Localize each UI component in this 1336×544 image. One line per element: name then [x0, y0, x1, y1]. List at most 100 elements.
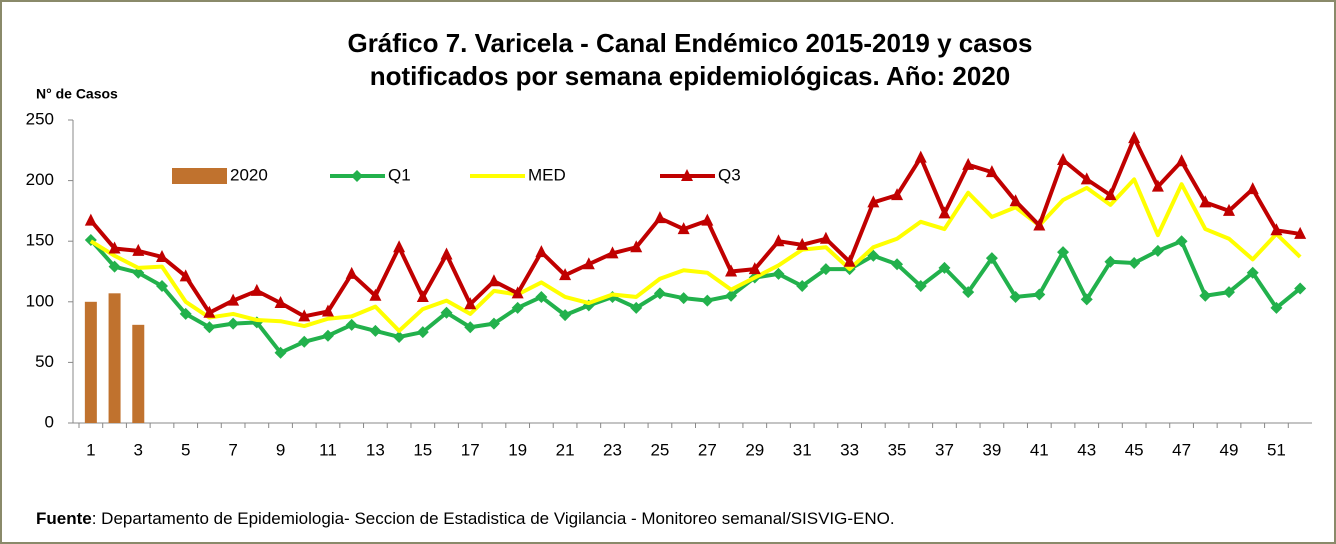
source-label: Fuente [36, 509, 92, 528]
marker [345, 266, 358, 279]
marker [653, 287, 666, 300]
x-tick-label: 15 [413, 440, 432, 459]
marker [843, 254, 856, 267]
marker [819, 231, 832, 244]
marker [1009, 194, 1022, 207]
marker [725, 289, 738, 302]
x-tick-label: 1 [86, 440, 95, 459]
marker [108, 241, 121, 254]
marker [630, 240, 643, 253]
legend-label: MED [528, 165, 566, 184]
bar [108, 293, 121, 423]
x-tick-label: 41 [1030, 440, 1049, 459]
marker [1128, 257, 1141, 270]
x-tick-label: 47 [1172, 440, 1191, 459]
legend-label: Q1 [388, 165, 411, 184]
x-tick-label: 29 [745, 440, 764, 459]
x-tick-label: 37 [935, 440, 954, 459]
y-tick-label: 0 [45, 412, 54, 431]
marker [1080, 172, 1093, 185]
marker [559, 309, 572, 322]
marker [681, 169, 693, 181]
x-tick-label: 27 [698, 440, 717, 459]
marker [559, 268, 572, 281]
bar [84, 301, 97, 423]
marker [351, 170, 363, 182]
marker [464, 297, 477, 310]
marker [701, 294, 714, 307]
marker [1104, 188, 1117, 201]
marker [938, 206, 951, 219]
marker [321, 329, 334, 342]
marker [891, 188, 904, 201]
x-tick-label: 9 [276, 440, 285, 459]
marker [1199, 195, 1212, 208]
marker [250, 283, 263, 296]
x-tick-label: 49 [1220, 440, 1239, 459]
x-tick-label: 3 [134, 440, 143, 459]
marker [274, 296, 287, 309]
bar [132, 324, 145, 423]
marker [1223, 203, 1236, 216]
marker [487, 317, 500, 330]
marker [298, 335, 311, 348]
marker [962, 286, 975, 299]
marker [1057, 152, 1070, 165]
legend-label: 2020 [230, 165, 268, 184]
marker [606, 246, 619, 259]
y-tick-label: 100 [26, 291, 54, 310]
marker [179, 307, 192, 320]
x-tick-label: 35 [888, 440, 907, 459]
x-tick-label: 45 [1125, 440, 1144, 459]
marker [416, 326, 429, 339]
marker [630, 301, 643, 314]
y-tick-label: 250 [26, 109, 54, 128]
marker [464, 321, 477, 334]
x-tick-label: 51 [1267, 440, 1286, 459]
y-tick-label: 50 [35, 352, 54, 371]
marker [677, 222, 690, 235]
y-tick-label: 150 [26, 231, 54, 250]
legend-label: Q3 [718, 165, 741, 184]
marker [155, 249, 168, 262]
marker [1294, 282, 1307, 295]
marker [772, 267, 785, 280]
marker [416, 289, 429, 302]
marker [748, 262, 761, 275]
source-text: : Departamento de Epidemiologia- Seccion… [92, 509, 895, 528]
marker [108, 260, 121, 273]
x-tick-label: 19 [508, 440, 527, 459]
marker [677, 292, 690, 305]
x-tick-label: 11 [319, 440, 337, 459]
chart-title: Gráfico 7. Varicela - Canal Endémico 201… [347, 28, 1032, 58]
marker [1151, 244, 1164, 257]
x-tick-label: 39 [982, 440, 1001, 459]
marker [84, 213, 97, 226]
marker [938, 261, 951, 274]
marker [345, 318, 358, 331]
x-tick-label: 17 [461, 440, 480, 459]
marker [725, 264, 738, 277]
marker [796, 280, 809, 293]
legend-swatch [172, 168, 227, 184]
marker [985, 165, 998, 178]
x-tick-label: 43 [1077, 440, 1096, 459]
chart-title: notificados por semana epidemiológicas. … [370, 61, 1011, 91]
marker [1223, 286, 1236, 299]
marker [369, 324, 382, 337]
x-tick-label: 31 [793, 440, 812, 459]
x-tick-label: 33 [840, 440, 859, 459]
marker [582, 257, 595, 270]
marker [393, 240, 406, 253]
marker [487, 274, 500, 287]
x-tick-label: 13 [366, 440, 385, 459]
marker [535, 290, 548, 303]
marker [393, 330, 406, 343]
x-tick-label: 25 [650, 440, 669, 459]
marker [1033, 288, 1046, 301]
marker [653, 211, 666, 224]
line [89, 177, 1302, 333]
marker [132, 243, 145, 256]
marker [867, 195, 880, 208]
